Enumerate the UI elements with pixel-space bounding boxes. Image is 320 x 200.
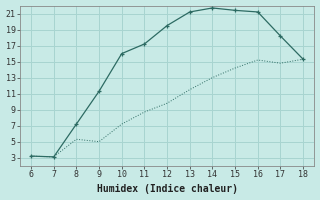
X-axis label: Humidex (Indice chaleur): Humidex (Indice chaleur) xyxy=(97,184,237,194)
